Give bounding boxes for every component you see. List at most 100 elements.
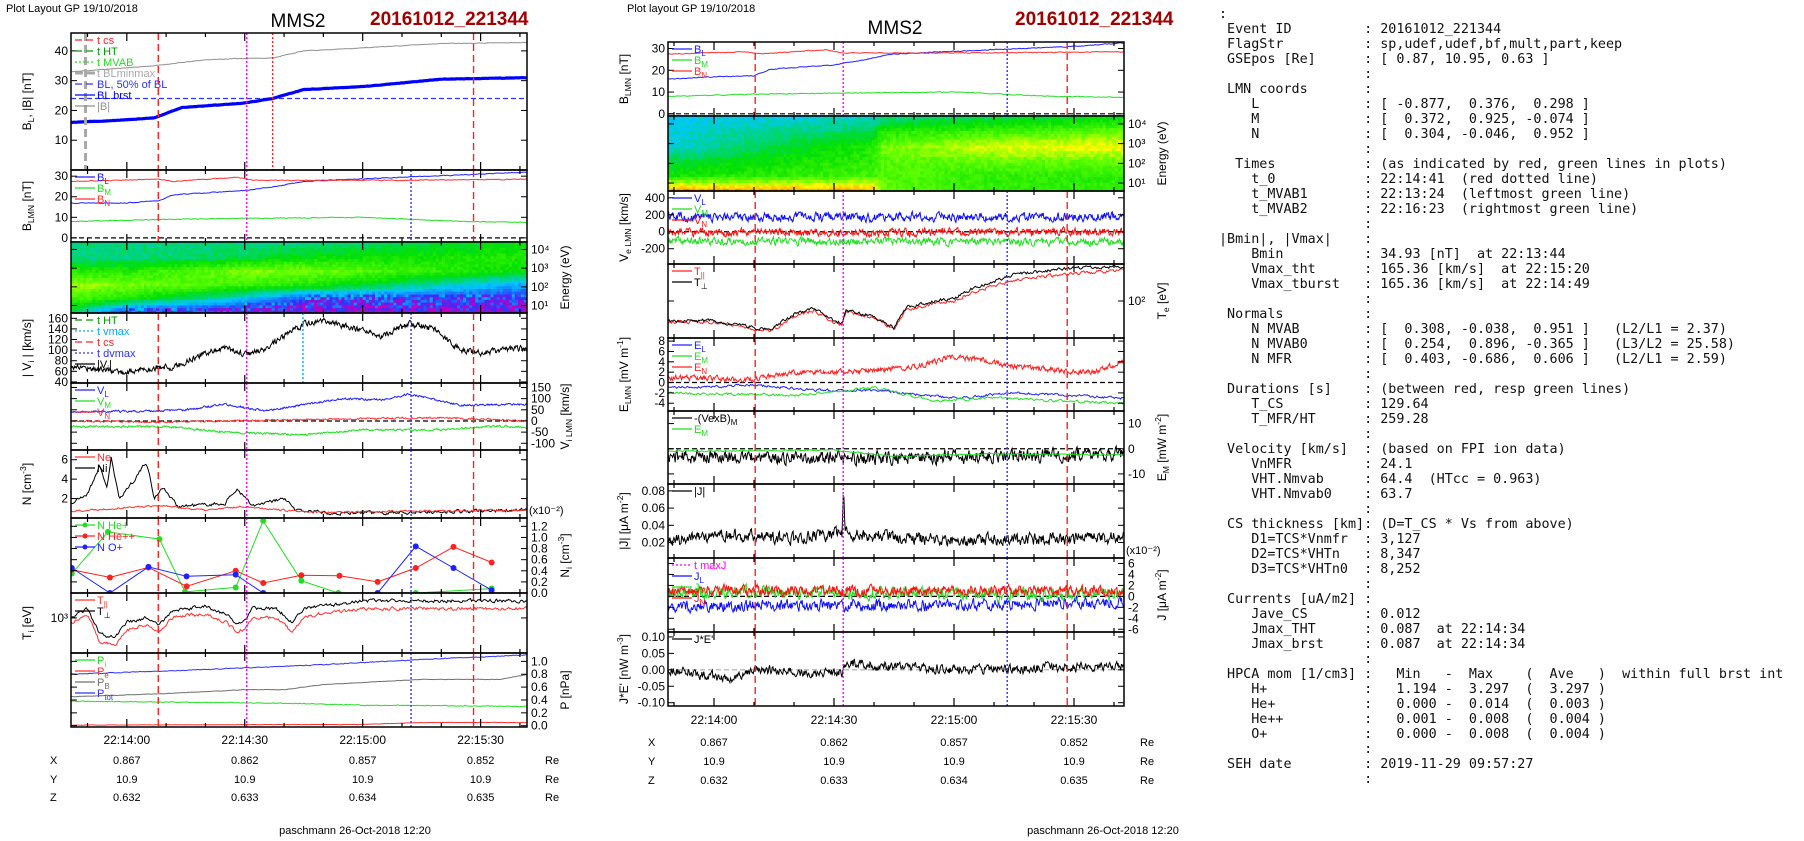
spectrogram-cell bbox=[344, 293, 349, 298]
spectrogram-cell bbox=[168, 258, 172, 262]
spectrogram-cell bbox=[356, 272, 361, 276]
y-tick-label: 30 bbox=[652, 42, 666, 56]
spectrogram-cell bbox=[83, 261, 87, 265]
spectrogram-cell bbox=[469, 307, 473, 311]
spectrogram-cell bbox=[520, 280, 525, 284]
spectrogram-cell bbox=[463, 242, 467, 246]
spectrogram-cell bbox=[451, 288, 455, 292]
spectrogram-cell bbox=[116, 288, 121, 292]
spectrogram-cell bbox=[381, 258, 385, 262]
spectrogram-cell bbox=[695, 176, 699, 181]
spectrogram-cell bbox=[329, 307, 333, 311]
spectrogram-cell bbox=[229, 310, 233, 313]
spectrogram-cell bbox=[134, 274, 139, 279]
spectrogram-cell bbox=[153, 299, 157, 303]
spectrogram-cell bbox=[311, 277, 315, 281]
spectrogram-cell bbox=[292, 266, 297, 270]
spectrogram-cell bbox=[314, 258, 318, 262]
spectrogram-cell bbox=[159, 310, 163, 313]
spectrogram-cell bbox=[390, 252, 394, 257]
spectrogram-cell bbox=[83, 266, 87, 270]
spectrogram-cell bbox=[216, 288, 221, 292]
spectrogram-cell bbox=[704, 165, 709, 169]
spectrogram-cell bbox=[381, 244, 385, 248]
spectrogram-cell bbox=[134, 258, 139, 262]
spectrogram-cell bbox=[329, 269, 333, 273]
spectrogram-cell bbox=[454, 274, 458, 279]
spectrogram-cell bbox=[131, 269, 136, 273]
spectrogram-cell bbox=[207, 302, 212, 306]
spectrogram-cell bbox=[429, 266, 434, 270]
spectrogram-cell bbox=[229, 283, 233, 287]
spectrogram-cell bbox=[250, 250, 254, 254]
spectrogram-cell bbox=[162, 283, 166, 287]
spectrogram-cell bbox=[704, 159, 709, 163]
spectrogram-cell bbox=[80, 310, 84, 313]
spectrogram-cell bbox=[171, 266, 175, 270]
spectrogram-cell bbox=[499, 288, 504, 292]
spectrogram-cell bbox=[514, 261, 519, 265]
series-ptot bbox=[71, 654, 527, 675]
spectrogram-cell bbox=[156, 244, 160, 248]
spectrogram-cell bbox=[122, 269, 127, 273]
spectrogram-cell bbox=[387, 302, 391, 306]
spectrogram-cell bbox=[207, 266, 212, 270]
spectrogram-cell bbox=[89, 304, 93, 309]
spectrogram-cell bbox=[390, 272, 394, 276]
spectrogram-cell bbox=[128, 296, 133, 300]
spectrogram-cell bbox=[707, 188, 712, 191]
spectrogram-cell bbox=[247, 302, 251, 306]
spectrogram-cell bbox=[524, 242, 527, 246]
spectrogram-cell bbox=[86, 261, 90, 265]
spectrogram-cell bbox=[341, 250, 346, 254]
spectrogram-cell bbox=[359, 307, 364, 311]
spectrogram-cell bbox=[490, 283, 495, 287]
spectrogram-cell bbox=[499, 272, 504, 276]
spectrogram-cell bbox=[189, 258, 194, 262]
spectrogram-cell bbox=[314, 299, 318, 303]
spectrogram-cell bbox=[338, 280, 343, 284]
spectrogram-cell bbox=[226, 304, 230, 309]
spectrogram-cell bbox=[317, 263, 321, 268]
spectrogram-cell bbox=[683, 147, 687, 152]
spectrogram-cell bbox=[438, 277, 443, 281]
data-point bbox=[71, 565, 75, 571]
spectrogram-cell bbox=[71, 293, 75, 298]
spectrogram-cell bbox=[299, 261, 303, 265]
spectrogram-cell bbox=[162, 302, 166, 306]
spectrogram-cell bbox=[244, 307, 248, 311]
spectrogram-cell bbox=[262, 280, 267, 284]
spectrogram-cell bbox=[457, 307, 461, 311]
spectrogram-cell bbox=[183, 302, 188, 306]
spectrogram-cell bbox=[466, 252, 470, 257]
spectrogram-cell bbox=[89, 277, 93, 281]
y-axis-label: Vi LMN [km/s] bbox=[558, 384, 574, 450]
spectrogram-cell bbox=[384, 244, 388, 248]
spectrogram-cell bbox=[128, 258, 133, 262]
legend-label: t HT bbox=[97, 46, 118, 58]
spectrogram-cell bbox=[137, 242, 142, 246]
spectrogram-cell bbox=[235, 293, 239, 298]
spectrogram-cell bbox=[448, 304, 452, 309]
spectrogram-cell bbox=[393, 293, 397, 298]
spectrogram-cell bbox=[226, 274, 230, 279]
spectrogram-cell bbox=[429, 304, 434, 309]
spectrogram-cell bbox=[238, 274, 242, 279]
y-tick-label: 0.2 bbox=[531, 706, 548, 720]
spectrogram-cell bbox=[195, 242, 200, 246]
spectrogram-cell bbox=[499, 242, 504, 246]
spectrogram-cell bbox=[92, 285, 96, 289]
spectrogram-cell bbox=[292, 283, 297, 287]
spectrogram-cell bbox=[122, 247, 127, 251]
spectrogram-cell bbox=[268, 242, 273, 246]
spectrogram-cell bbox=[207, 242, 212, 246]
spectrogram-cell bbox=[125, 291, 130, 295]
spectrogram-cell bbox=[671, 182, 675, 186]
legend-label: BN bbox=[97, 194, 110, 208]
spectrogram-cell bbox=[223, 261, 227, 265]
spectrogram-cell bbox=[475, 304, 479, 309]
spectrogram-cell bbox=[198, 261, 203, 265]
spectrogram-cell bbox=[368, 291, 373, 295]
spectrogram-cell bbox=[426, 302, 431, 306]
